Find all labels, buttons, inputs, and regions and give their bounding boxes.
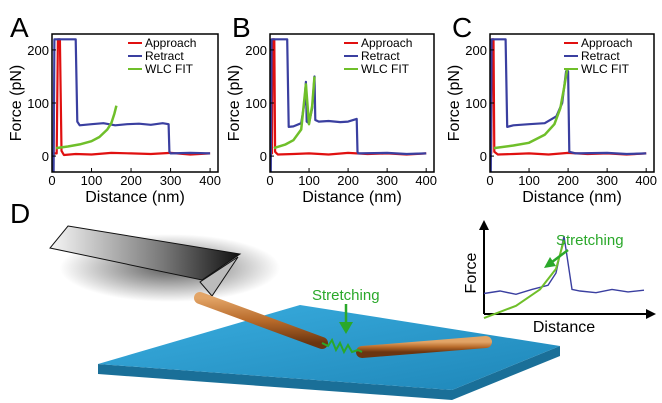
c-y-tick-label: 200 [465, 43, 487, 58]
c-x-axis-label: Distance (nm) [522, 189, 622, 206]
c-plot-frame [489, 33, 655, 173]
a-x-tick-label: 0 [48, 173, 55, 188]
c-y-tick-label: 0 [480, 149, 487, 164]
inset-stretching-arrowhead [544, 257, 556, 268]
b-x-tick-label: 0 [266, 173, 273, 188]
c-y-axis-label: Force (pN) [446, 65, 463, 141]
a-x-tick-label: 100 [81, 173, 103, 188]
c-x-tick-label: 200 [557, 173, 579, 188]
inset-stretching-arrow [551, 249, 569, 263]
b-legend-label: WLC FIT [361, 62, 410, 76]
panel-letter-b: B [232, 12, 251, 43]
inset-x-arrowhead [646, 309, 656, 319]
rod-surface [356, 336, 492, 358]
a-legend-label: WLC FIT [145, 62, 194, 76]
b-x-tick-label: 100 [298, 173, 320, 188]
inset-x-axis-label: Distance [533, 319, 595, 336]
a-legend-label: Approach [145, 36, 196, 50]
inset-retract-curve [483, 235, 645, 296]
b-x-tick-label: 200 [337, 173, 359, 188]
c-legend-label: Retract [581, 49, 620, 63]
c-x-tick-label: 400 [635, 173, 657, 188]
stretching-arrowhead [339, 322, 353, 334]
b-x-axis-label: Distance (nm) [302, 189, 402, 206]
stretched-molecule [321, 337, 363, 355]
c-x-tick-label: 300 [596, 173, 618, 188]
c-legend-label: WLC FIT [581, 62, 630, 76]
b-x-tick-label: 400 [415, 173, 437, 188]
stretching-label: Stretching [312, 287, 380, 304]
b-y-tick-label: 0 [260, 149, 267, 164]
a-x-tick-label: 300 [160, 173, 182, 188]
afm-tip [199, 256, 239, 297]
a-y-axis-label: Force (pN) [8, 65, 25, 141]
c-series-wlc-fit [493, 68, 569, 150]
b-legend-label: Retract [361, 49, 400, 63]
b-x-tick-label: 300 [376, 173, 398, 188]
inset-y-arrowhead [479, 220, 489, 230]
a-series-retract [52, 38, 211, 172]
b-y-tick-label: 200 [245, 43, 267, 58]
a-y-tick-label: 0 [42, 149, 49, 164]
c-legend-label: Approach [581, 36, 632, 50]
b-plot-frame [269, 33, 435, 173]
afm-schematic: Stretching [49, 225, 560, 400]
a-x-tick-label: 400 [199, 173, 221, 188]
a-y-tick-label: 200 [27, 43, 49, 58]
inset-force-curve: Force Distance Stretching [463, 220, 656, 336]
b-series-wlc-fit [273, 76, 316, 150]
b-y-tick-label: 100 [245, 96, 267, 111]
a-legend-label: Retract [145, 49, 184, 63]
inset-y-axis-label: Force [463, 252, 480, 293]
c-x-tick-label: 0 [486, 173, 493, 188]
c-series-retract [490, 38, 647, 172]
a-x-axis-label: Distance (nm) [85, 189, 185, 206]
a-series-wlc-fit [55, 105, 118, 150]
panel-letter-c: C [452, 12, 472, 43]
c-x-tick-label: 100 [518, 173, 540, 188]
inset-stretching-label: Stretching [556, 232, 624, 249]
c-y-tick-label: 100 [465, 96, 487, 111]
panel-letter-d: D [10, 198, 30, 229]
inset-wlc-fit-curve [483, 239, 565, 320]
substrate-top [98, 305, 560, 390]
b-legend-label: Approach [361, 36, 412, 50]
b-y-axis-label: Force (pN) [226, 65, 243, 141]
rod-tethered [194, 292, 328, 349]
a-x-tick-label: 200 [120, 173, 142, 188]
substrate-side [98, 346, 560, 400]
panel-letter-a: A [10, 12, 29, 43]
cantilever [49, 225, 242, 281]
a-y-tick-label: 100 [27, 96, 49, 111]
